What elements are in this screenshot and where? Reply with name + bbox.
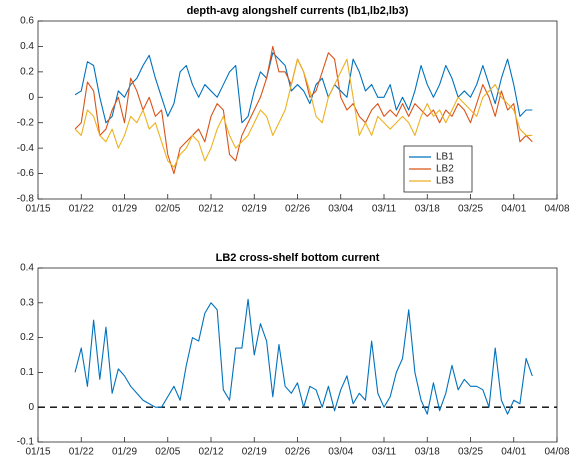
legend-label: LB2 [436, 164, 454, 175]
series-line [74, 298, 533, 415]
x-tick-label: 02/19 [242, 447, 267, 457]
y-tick-label: 0.4 [20, 263, 34, 274]
x-tick-label: 03/11 [372, 204, 397, 215]
x-tick-label: 02/05 [155, 204, 180, 215]
axes-frame [37, 267, 558, 443]
y-tick-label: -0.4 [17, 143, 35, 154]
x-tick-label: 03/18 [415, 204, 440, 215]
x-tick-label: 02/05 [155, 447, 180, 457]
y-tick-label: 0.1 [20, 367, 34, 378]
chart-title: LB2 cross-shelf bottom current [216, 252, 380, 264]
series-line [74, 52, 533, 124]
x-tick-label: 03/18 [415, 447, 440, 457]
chart-title: depth-avg alongshelf currents (lb1,lb2,l… [187, 5, 409, 17]
y-tick-label: 0.2 [20, 66, 34, 77]
x-tick-label: 03/04 [328, 447, 353, 457]
legend-label: LB3 [436, 176, 454, 187]
y-tick-label: -0.8 [17, 194, 35, 205]
x-tick-label: 02/12 [198, 447, 223, 457]
y-tick-label: 0 [28, 92, 34, 103]
y-tick-label: 0.6 [20, 16, 34, 27]
x-tick-label: 01/22 [69, 204, 94, 215]
series-line [74, 58, 533, 168]
y-tick-label: 0.4 [20, 41, 34, 52]
x-tick-label: 02/12 [198, 204, 223, 215]
x-tick-label: 01/29 [112, 204, 137, 215]
x-tick-label: 01/29 [112, 447, 137, 457]
x-tick-label: 01/15 [25, 204, 50, 215]
x-tick-label: 03/04 [328, 204, 353, 215]
x-tick-label: 03/25 [458, 204, 483, 215]
x-tick-label: 02/26 [285, 447, 310, 457]
x-tick-label: 03/25 [458, 447, 483, 457]
y-tick-label: -0.2 [17, 117, 35, 128]
x-tick-label: 04/01 [501, 447, 526, 457]
x-tick-label: 03/11 [372, 447, 397, 457]
y-tick-label: 0.3 [20, 297, 34, 308]
y-tick-label: 0.2 [20, 332, 34, 343]
x-tick-label: 01/22 [69, 447, 94, 457]
x-tick-label: 04/08 [544, 204, 569, 215]
x-tick-label: 04/01 [501, 204, 526, 215]
x-tick-label: 02/19 [242, 204, 267, 215]
y-tick-label: -0.6 [17, 168, 35, 179]
y-tick-label: -0.1 [17, 437, 35, 448]
x-tick-label: 01/15 [25, 447, 50, 457]
x-tick-label: 04/08 [544, 447, 569, 457]
legend-label: LB1 [436, 152, 454, 163]
x-tick-label: 02/26 [285, 204, 310, 215]
y-tick-label: 0 [28, 402, 34, 413]
